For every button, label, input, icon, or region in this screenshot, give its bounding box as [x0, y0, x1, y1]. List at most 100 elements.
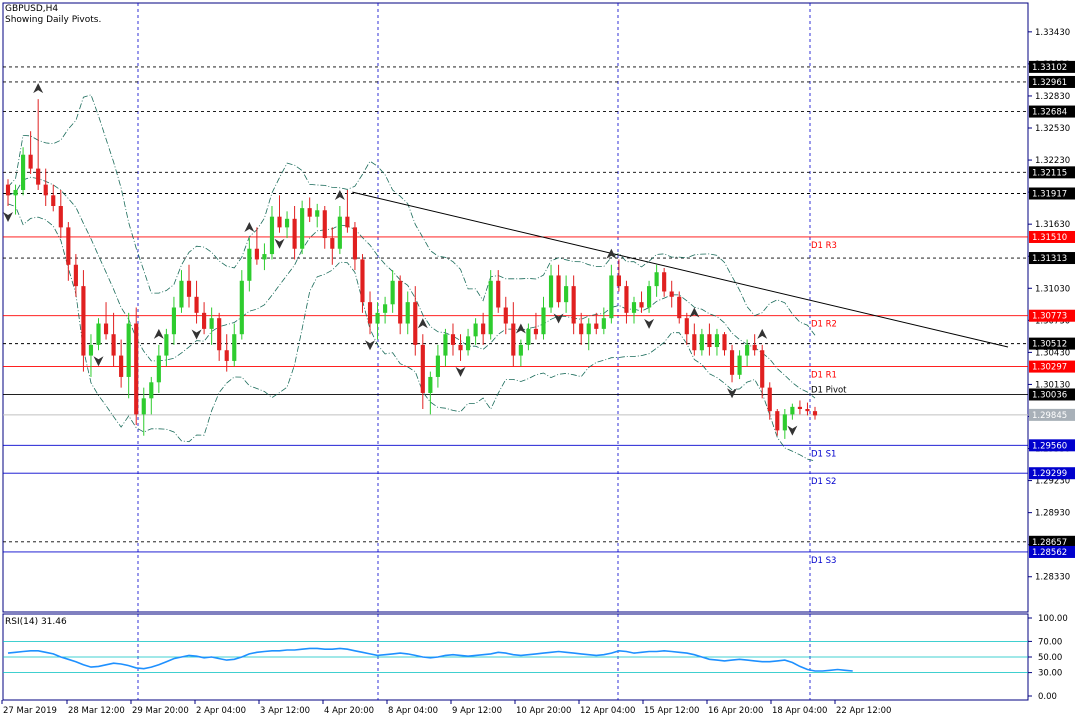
candle-body [300, 208, 305, 249]
pivot-name-label: D1 S2 [811, 477, 836, 487]
candle-body [367, 302, 373, 324]
candle-body [179, 280, 184, 308]
candle-body [36, 168, 41, 185]
candle-body [66, 227, 71, 265]
candle-body [737, 355, 742, 375]
fractal-down-arrow [191, 329, 202, 340]
level-price-box [1029, 187, 1075, 200]
candle-body [586, 323, 591, 335]
level-price-label: 1.30512 [1032, 340, 1067, 350]
time-axis-label: 18 Apr 04:00 [772, 706, 827, 716]
candle-body [224, 350, 229, 361]
current-price-box [1029, 408, 1075, 421]
level-price-label: 1.31917 [1032, 189, 1067, 199]
price-tick-label: 1.31630 [1035, 220, 1070, 230]
time-axis-label: 16 Apr 20:00 [708, 706, 763, 716]
level-price-label: 1.32961 [1032, 78, 1067, 88]
candle-body [729, 350, 735, 375]
candle-body [450, 334, 456, 345]
candle-body [247, 248, 252, 281]
candle-body [43, 184, 48, 196]
candle-body [812, 411, 818, 416]
price-tick-label: 1.32530 [1035, 124, 1070, 134]
candle-body [73, 264, 78, 287]
level-price-box [1029, 105, 1075, 118]
candle-body [58, 206, 63, 228]
candle-body [141, 398, 146, 415]
fractal-down-arrow [455, 366, 466, 377]
time-axis-label: 28 Mar 12:00 [68, 706, 125, 716]
pivot-name-label: D1 S1 [811, 449, 836, 459]
candle-body [609, 275, 614, 319]
candle-body [103, 323, 109, 335]
candle-body [119, 355, 124, 377]
price-tick-label: 1.29230 [1035, 477, 1070, 487]
time-axis-label: 27 Mar 2019 [3, 706, 57, 716]
candle-body [805, 409, 810, 412]
rsi-tick-label: 30.00 [1038, 669, 1062, 679]
level-price-box [1029, 60, 1075, 73]
price-pane-frame [2, 2, 1029, 613]
candle-body [51, 195, 56, 206]
symbol-label: GBPUSD,H4 [5, 4, 59, 14]
candle-body [164, 334, 169, 356]
candle-body [647, 286, 652, 308]
level-price-box [1029, 535, 1075, 548]
fractal-up-arrow [689, 307, 700, 318]
level-price-label: 1.31313 [1032, 254, 1067, 264]
candle-body [579, 323, 584, 335]
candle-body [420, 344, 425, 393]
candle-body [556, 275, 561, 303]
fractal-up-arrow [417, 318, 428, 329]
candle-body [526, 328, 531, 345]
candle-body [81, 286, 86, 356]
fractal-down-arrow [787, 425, 798, 436]
candle-body [594, 323, 599, 329]
pivot-price-label: 1.30036 [1032, 390, 1067, 400]
rsi-tick-label: 100.00 [1038, 614, 1068, 624]
candle-body [277, 216, 282, 228]
candle-body [473, 323, 478, 337]
candle-body [760, 350, 765, 388]
candle-body [375, 312, 380, 324]
candle-body [677, 296, 682, 319]
candle-body [684, 318, 689, 335]
pivots-subtitle: Showing Daily Pivots. [5, 15, 102, 25]
level-price-label: 1.28657 [1032, 538, 1067, 548]
fractal-up-arrow [244, 222, 255, 233]
candle-body [292, 218, 297, 249]
fractal-up-arrow [33, 83, 44, 94]
fractal-down-arrow [3, 212, 13, 222]
current-price-label: 1.29845 [1032, 411, 1067, 421]
candle-body [330, 238, 335, 249]
candle-body [571, 286, 576, 324]
candle-body [443, 334, 448, 356]
rsi-line [7, 647, 853, 672]
time-axis-label: 4 Apr 20:00 [324, 706, 374, 716]
candle-body [722, 334, 727, 351]
pivot-price-label: 1.30297 [1032, 363, 1067, 373]
candle-body [714, 334, 720, 348]
level-price-label: 1.32684 [1032, 108, 1067, 118]
candle-body [239, 280, 244, 335]
candle-body [465, 336, 471, 351]
candle-body [96, 323, 101, 345]
pivot-price-label: 1.29560 [1032, 441, 1067, 451]
candle-body [149, 382, 154, 399]
candle-body [541, 307, 546, 335]
candle-body [662, 272, 667, 292]
level-price-label: 1.32115 [1032, 168, 1067, 178]
level-price-box [1029, 75, 1075, 88]
candle-body [413, 302, 418, 345]
level-price-box [1029, 252, 1075, 265]
candle-body [428, 376, 433, 393]
bollinger-upper-band [7, 94, 816, 336]
price-tick-label: 1.31030 [1035, 284, 1070, 294]
pivot-price-label: 1.29299 [1032, 469, 1067, 479]
candle-body [134, 323, 139, 415]
candle-body [654, 272, 659, 287]
candle-body [126, 323, 131, 377]
fractal-up-arrow [757, 328, 768, 339]
candle-body [616, 275, 621, 287]
